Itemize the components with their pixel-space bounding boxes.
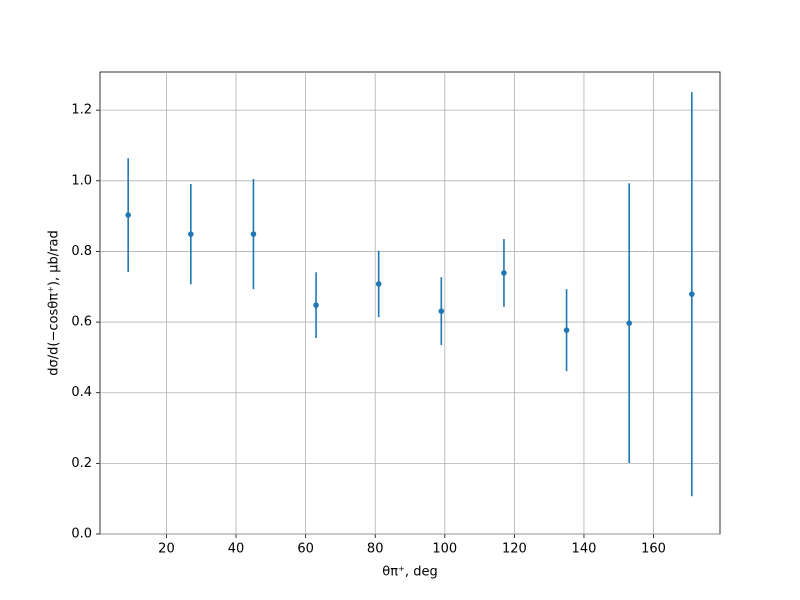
x-tick-label: 80	[367, 542, 384, 557]
y-tick-label: 1.2	[71, 103, 92, 118]
data-point	[563, 327, 570, 333]
data-point	[125, 212, 131, 218]
data-point	[689, 291, 695, 297]
y-tick-label: 0.0	[71, 527, 92, 542]
y-tick-label: 0.4	[71, 385, 92, 400]
x-tick-label: 20	[158, 542, 175, 557]
data-point	[188, 231, 194, 237]
data-point	[313, 302, 319, 308]
y-tick-label: 1.0	[71, 173, 92, 188]
x-tick-label: 120	[502, 542, 527, 557]
x-axis-label: θπ⁺, deg	[382, 565, 437, 580]
y-tick-label: 0.2	[71, 456, 92, 471]
data-point	[250, 231, 257, 237]
x-tick-label: 160	[641, 542, 666, 557]
data-point	[375, 281, 382, 287]
data-point	[501, 270, 507, 276]
data-point	[626, 320, 632, 326]
y-axis-label: dσ/d(−cosθπ⁺), μb/rad	[47, 230, 62, 375]
x-tick-label: 100	[432, 542, 457, 557]
x-tick-label: 60	[297, 542, 314, 557]
x-tick-label: 140	[572, 542, 597, 557]
y-tick-label: 0.8	[71, 244, 92, 259]
x-tick-label: 40	[228, 542, 245, 557]
y-tick-label: 0.6	[71, 315, 92, 330]
data-point	[438, 308, 445, 314]
plot-frame	[99, 71, 721, 535]
